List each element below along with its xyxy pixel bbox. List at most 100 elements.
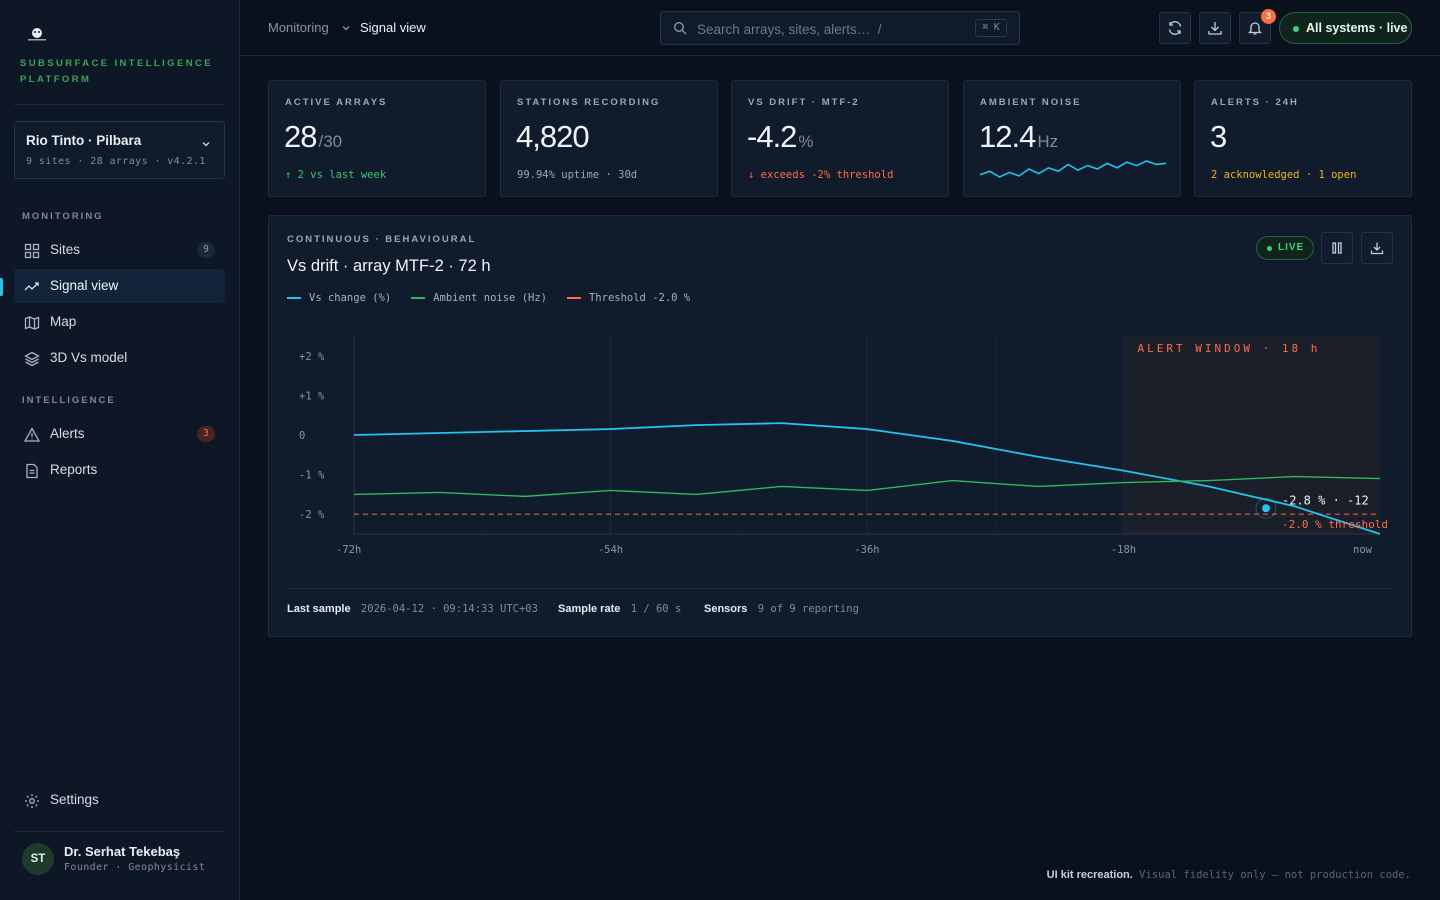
chevron-down-icon[interactable]: [340, 22, 352, 34]
divider: [287, 588, 1393, 589]
x-tick-label: -72h: [336, 544, 361, 556]
y-tick-label: -2 %: [299, 509, 325, 521]
kpi-card-active-arrays[interactable]: ACTIVE ARRAYS 28/30 ↑ 2 vs last week: [268, 80, 486, 197]
kpi-value: 12.4 Hz: [979, 119, 1059, 154]
sidebar-item-sites[interactable]: Sites 9: [14, 233, 225, 267]
refresh-icon: [1168, 21, 1182, 35]
map-icon: [24, 316, 40, 330]
user-profile[interactable]: ST Dr. Serhat Tekebaş Founder · Geophysi…: [14, 831, 225, 887]
status-dot: [1293, 26, 1299, 32]
notifications-button[interactable]: 3: [1239, 9, 1276, 44]
count-badge: 3: [197, 426, 215, 442]
legend-label: Vs change (%): [309, 292, 392, 304]
x-tick-label: now: [1353, 544, 1373, 556]
avatar: ST: [22, 843, 54, 875]
notification-count-badge: 3: [1261, 9, 1276, 24]
section-label-intelligence: INTELLIGENCE: [22, 395, 116, 406]
legend-item-threshold[interactable]: Threshold -2.0 %: [566, 292, 691, 304]
refresh-button[interactable]: [1159, 12, 1191, 44]
count-badge: 9: [197, 242, 215, 258]
pause-button[interactable]: [1321, 232, 1353, 264]
kpi-card-alerts-24h[interactable]: ALERTS · 24H 3 2 acknowledged · 1 open: [1194, 80, 1412, 197]
panel-eyebrow: CONTINUOUS · BEHAVIOURAL: [287, 234, 477, 245]
kpi-sub: 2 acknowledged · 1 open: [1211, 169, 1357, 181]
logo-icon: [28, 28, 46, 41]
search-box[interactable]: ⌘ K: [660, 11, 1020, 45]
download-icon: [1370, 242, 1384, 255]
footer-label: Last sample: [287, 603, 351, 615]
live-badge[interactable]: LIVE: [1256, 236, 1314, 260]
export-button[interactable]: [1361, 232, 1393, 264]
legend-item-vs-change[interactable]: Vs change (%): [287, 292, 391, 304]
sidebar-item-label: Reports: [50, 462, 98, 477]
legend-label: Threshold -2.0 %: [588, 292, 691, 304]
kpi-unit: %: [798, 132, 814, 151]
topbar: Monitoring Signal view ⌘ K 3 All systems…: [240, 0, 1440, 56]
kpi-label: VS DRIFT · MTF-2: [748, 97, 860, 108]
x-tick-label: -36h: [854, 544, 879, 556]
ambient-noise-sparkline: [980, 160, 1166, 178]
footer-last-sample: Last sample 2026-04-12 · 09:14:33 UTC+03: [287, 603, 538, 615]
gear-icon: [25, 794, 39, 808]
kpi-sub: ↑ 2 vs last week: [285, 169, 387, 181]
kpi-label: AMBIENT NOISE: [980, 97, 1082, 108]
download-button[interactable]: [1199, 12, 1231, 44]
vs-change-line: [353, 422, 1381, 535]
ambient-noise-line: [353, 475, 1381, 498]
workspace-name: Rio Tinto · Pilbara: [26, 133, 142, 148]
kpi-card-vs-drift[interactable]: VS DRIFT · MTF-2 -4.2% ↓ exceeds -2% thr…: [731, 80, 949, 197]
footer-value: 1 / 60 s: [630, 603, 682, 615]
panel-title: Vs drift · array MTF-2 · 72 h: [287, 257, 491, 275]
workspace-switcher[interactable]: Rio Tinto · Pilbara 9 sites · 28 arrays …: [14, 121, 225, 179]
sidebar-item-map[interactable]: Map: [14, 305, 225, 339]
sidebar-item-label: Settings: [50, 792, 99, 807]
sidebar-item-alerts[interactable]: Alerts 3: [14, 417, 225, 451]
vs-drift-line-chart: ALERT WINDOW · 18 h +2 % +1 % 0 -1 % -2 % -72h…: [299, 336, 1388, 556]
y-tick-label: 0: [299, 430, 305, 442]
credit-text: Visual fidelity only — not production co…: [1139, 869, 1411, 881]
sidebar-item-reports[interactable]: Reports: [14, 453, 225, 487]
x-tick-label: -54h: [598, 544, 623, 556]
footer-sensors: Sensors 9 of 9 reporting: [704, 603, 859, 615]
sidebar-item-settings[interactable]: Settings: [14, 783, 225, 817]
system-status-pill[interactable]: All systems · live: [1279, 12, 1412, 44]
search-input[interactable]: [697, 19, 967, 39]
kpi-card-ambient-noise[interactable]: AMBIENT NOISE 12.4 Hz: [963, 80, 1181, 197]
sidebar-item-signal-view[interactable]: Signal view: [14, 269, 225, 303]
user-name: Dr. Serhat Tekebaş: [64, 844, 181, 859]
chart-legend: Vs change (%) Ambient noise (Hz) Thresho…: [287, 292, 710, 304]
bell-icon: [1247, 22, 1263, 35]
search-icon: [673, 21, 687, 35]
kpi-value: 4,820: [516, 119, 590, 154]
sidebar-item-3d-vs-model[interactable]: 3D Vs model: [14, 341, 225, 375]
sidebar-item-label: Map: [50, 314, 77, 329]
sidebar-item-label: Alerts: [50, 426, 85, 441]
kpi-label: STATIONS RECORDING: [517, 97, 661, 108]
sidebar: SUBSURFACE INTELLIGENCE PLATFORM Rio Tin…: [0, 0, 240, 900]
legend-item-ambient-noise[interactable]: Ambient noise (Hz): [411, 292, 547, 304]
live-dot: [1267, 246, 1272, 251]
kpi-unit: Hz: [1037, 132, 1059, 151]
section-label-monitoring: MONITORING: [22, 211, 104, 222]
x-tick-label: -18h: [1111, 544, 1136, 556]
legend-swatch: [566, 297, 581, 299]
threshold-label: -2.0 % threshold: [1282, 518, 1388, 531]
kpi-value: 28/30: [284, 119, 343, 154]
document-icon: [26, 463, 38, 479]
credit-bold: UI kit recreation.: [1046, 869, 1133, 881]
breadcrumb-current: Signal view: [360, 20, 426, 35]
footer-value: 9 of 9 reporting: [757, 603, 859, 615]
chevron-down-icon: [202, 141, 210, 147]
marker-halo: [1255, 497, 1277, 519]
kpi-label: ALERTS · 24H: [1211, 97, 1299, 108]
pause-icon: [1332, 242, 1342, 254]
sidebar-item-label: Signal view: [50, 278, 119, 293]
layers-icon: [24, 351, 40, 367]
breadcrumb-monitoring[interactable]: Monitoring: [268, 20, 329, 35]
legend-label: Ambient noise (Hz): [433, 292, 547, 304]
active-indicator: [0, 278, 3, 296]
y-tick-label: +2 %: [299, 351, 325, 363]
kpi-card-stations-recording[interactable]: STATIONS RECORDING 4,820 99.94% uptime ·…: [500, 80, 718, 197]
search-shortcut: ⌘ K: [975, 19, 1007, 37]
kpi-value: -4.2%: [747, 119, 814, 154]
